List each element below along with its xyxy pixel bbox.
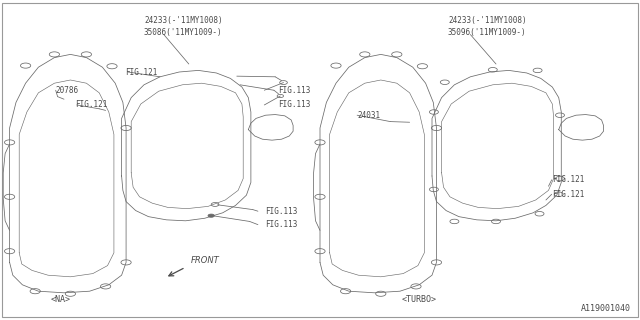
Circle shape	[208, 214, 214, 217]
Text: FIG.113: FIG.113	[266, 207, 298, 216]
Text: 35086('11MY1009-): 35086('11MY1009-)	[144, 28, 223, 37]
Text: FIG.113: FIG.113	[278, 86, 311, 95]
Text: FRONT: FRONT	[191, 256, 220, 265]
Text: 24233(-'11MY1008): 24233(-'11MY1008)	[144, 16, 223, 25]
Text: <NA>: <NA>	[51, 295, 71, 304]
Text: <TURBO>: <TURBO>	[402, 295, 436, 304]
Text: FIG.121: FIG.121	[552, 175, 584, 184]
Text: A119001040: A119001040	[580, 304, 630, 313]
Text: 20786: 20786	[56, 86, 79, 95]
Text: 24233(-'11MY1008): 24233(-'11MY1008)	[448, 16, 527, 25]
Text: FIG.113: FIG.113	[278, 100, 311, 109]
Text: 35096('11MY1009-): 35096('11MY1009-)	[448, 28, 527, 37]
Text: 24031: 24031	[357, 111, 380, 120]
Text: FIG.121: FIG.121	[76, 100, 108, 109]
Text: FIG.121: FIG.121	[125, 68, 157, 76]
Text: FIG.121: FIG.121	[552, 190, 584, 199]
Text: FIG.113: FIG.113	[266, 220, 298, 229]
